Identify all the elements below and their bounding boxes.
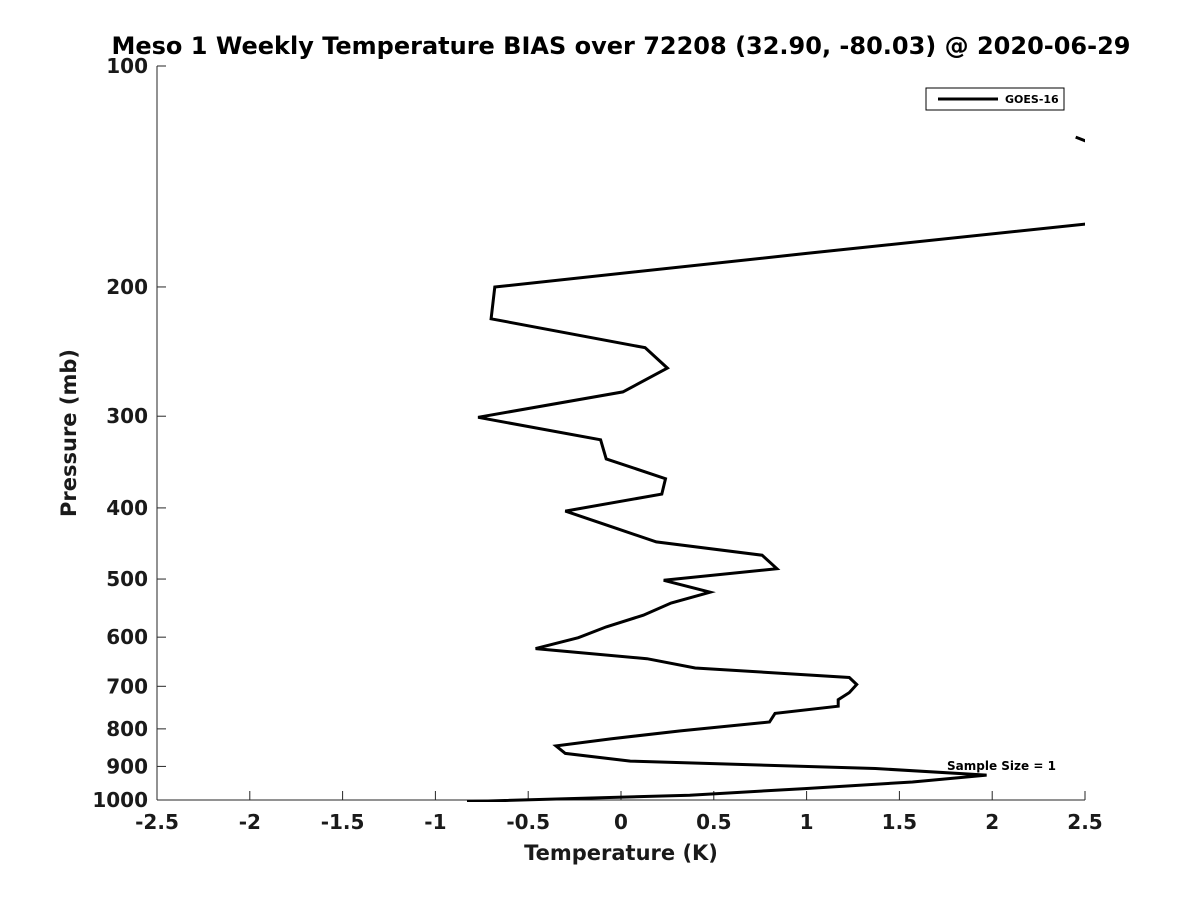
x-tick-label: 2 xyxy=(985,810,999,834)
sample-size-annotation: Sample Size = 1 xyxy=(947,759,1056,773)
x-axis-ticks: -2.5 -2 -1.5 -1 -0.5 0 0.5 1 1.5 2 2.5 xyxy=(135,791,1103,834)
y-tick-label: 1000 xyxy=(92,788,148,812)
chart-title: Meso 1 Weekly Temperature BIAS over 7220… xyxy=(111,32,1130,60)
y-tick-label: 400 xyxy=(106,496,148,520)
x-axis-label: Temperature (K) xyxy=(524,841,718,865)
y-tick-label: 200 xyxy=(106,275,148,299)
y-tick-label: 300 xyxy=(106,404,148,428)
y-tick-label: 500 xyxy=(106,567,148,591)
y-axis-ticks: 100 200 300 400 500 600 700 800 900 1000 xyxy=(92,54,166,812)
x-tick-label: 0 xyxy=(614,810,628,834)
x-tick-label: -0.5 xyxy=(506,810,550,834)
series-line-goes-16-segment-1 xyxy=(466,222,1085,802)
y-tick-label: 600 xyxy=(106,625,148,649)
x-tick-label: -1.5 xyxy=(321,810,365,834)
x-tick-label: -1 xyxy=(424,810,446,834)
x-tick-label: -2 xyxy=(239,810,261,834)
y-tick-label: 700 xyxy=(106,674,148,698)
annotation-layer: Sample Size = 1 xyxy=(947,759,1056,773)
y-tick-label: 100 xyxy=(106,54,148,78)
series-layer xyxy=(466,135,1085,802)
x-tick-label: 1.5 xyxy=(882,810,917,834)
x-tick-label: 1 xyxy=(800,810,814,834)
series-line-goes-16-segment-0 xyxy=(1075,135,1085,143)
legend: GOES-16 xyxy=(925,87,1065,111)
plot-area xyxy=(156,66,1085,801)
y-axis-label: Pressure (mb) xyxy=(57,349,81,517)
legend-label-goes-16: GOES-16 xyxy=(1005,93,1059,106)
x-tick-label: 2.5 xyxy=(1067,810,1102,834)
y-tick-label: 800 xyxy=(106,717,148,741)
x-tick-label: -2.5 xyxy=(135,810,179,834)
x-tick-label: 0.5 xyxy=(696,810,731,834)
y-tick-label: 900 xyxy=(106,754,148,778)
